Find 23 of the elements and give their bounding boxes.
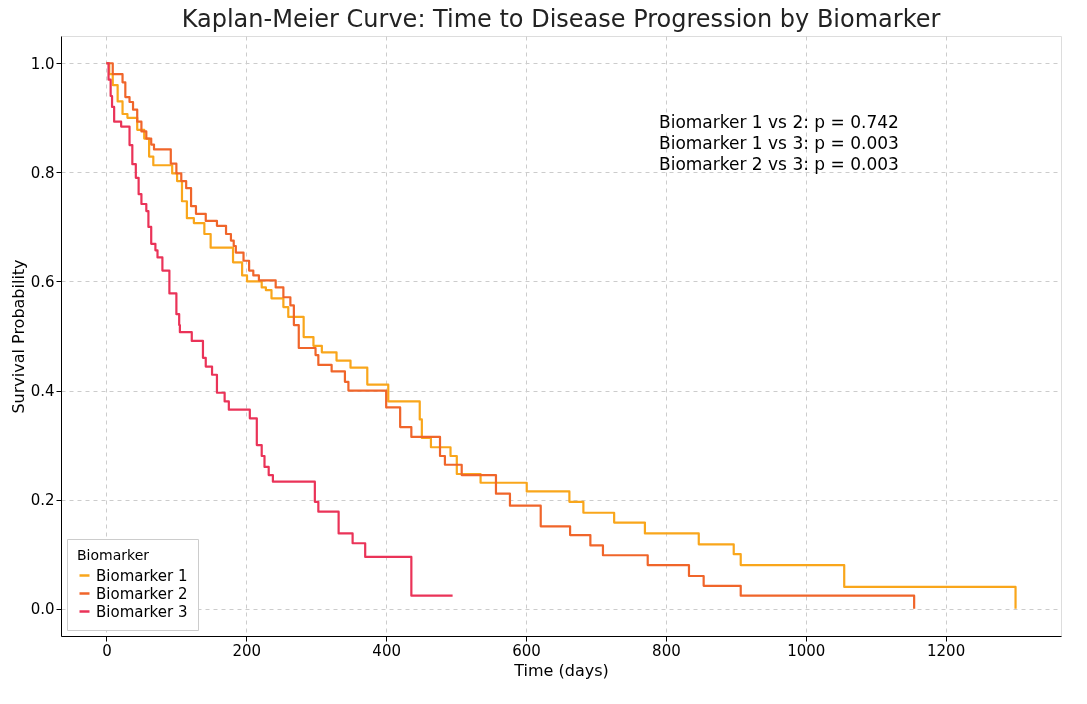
- y-tick-label: 0.6: [30, 272, 55, 291]
- x-tick-label: 1000: [787, 641, 826, 660]
- x-tick-label: 800: [652, 641, 681, 660]
- chart-title: Kaplan-Meier Curve: Time to Disease Progression by Biomarker: [181, 5, 941, 33]
- x-axis-title: Time (days): [513, 660, 609, 680]
- y-tick-label: 0.0: [30, 600, 55, 619]
- y-tick-label: 0.4: [30, 382, 55, 401]
- annotation: Biomarker 2 vs 3: p = 0.003: [659, 154, 899, 175]
- y-tick-label: 1.0: [30, 54, 55, 73]
- y-tick-label: 0.2: [30, 491, 55, 510]
- legend-label: Biomarker 1: [96, 566, 188, 585]
- annotation: Biomarker 1 vs 3: p = 0.003: [659, 133, 899, 153]
- x-tick-label: 1200: [927, 641, 966, 660]
- legend-label: Biomarker 2: [96, 584, 188, 603]
- legend-title: Biomarker: [77, 547, 150, 563]
- x-tick-label: 400: [372, 641, 401, 660]
- x-tick-label: 600: [512, 641, 541, 660]
- y-tick-label: 0.8: [30, 163, 55, 182]
- x-tick-label: 200: [232, 641, 262, 660]
- y-axis-title: Survival Probability: [8, 259, 28, 414]
- legend-label: Biomarker 3: [96, 602, 188, 621]
- annotation: Biomarker 1 vs 2: p = 0.742: [659, 111, 899, 132]
- x-tick-label: 0: [102, 641, 112, 660]
